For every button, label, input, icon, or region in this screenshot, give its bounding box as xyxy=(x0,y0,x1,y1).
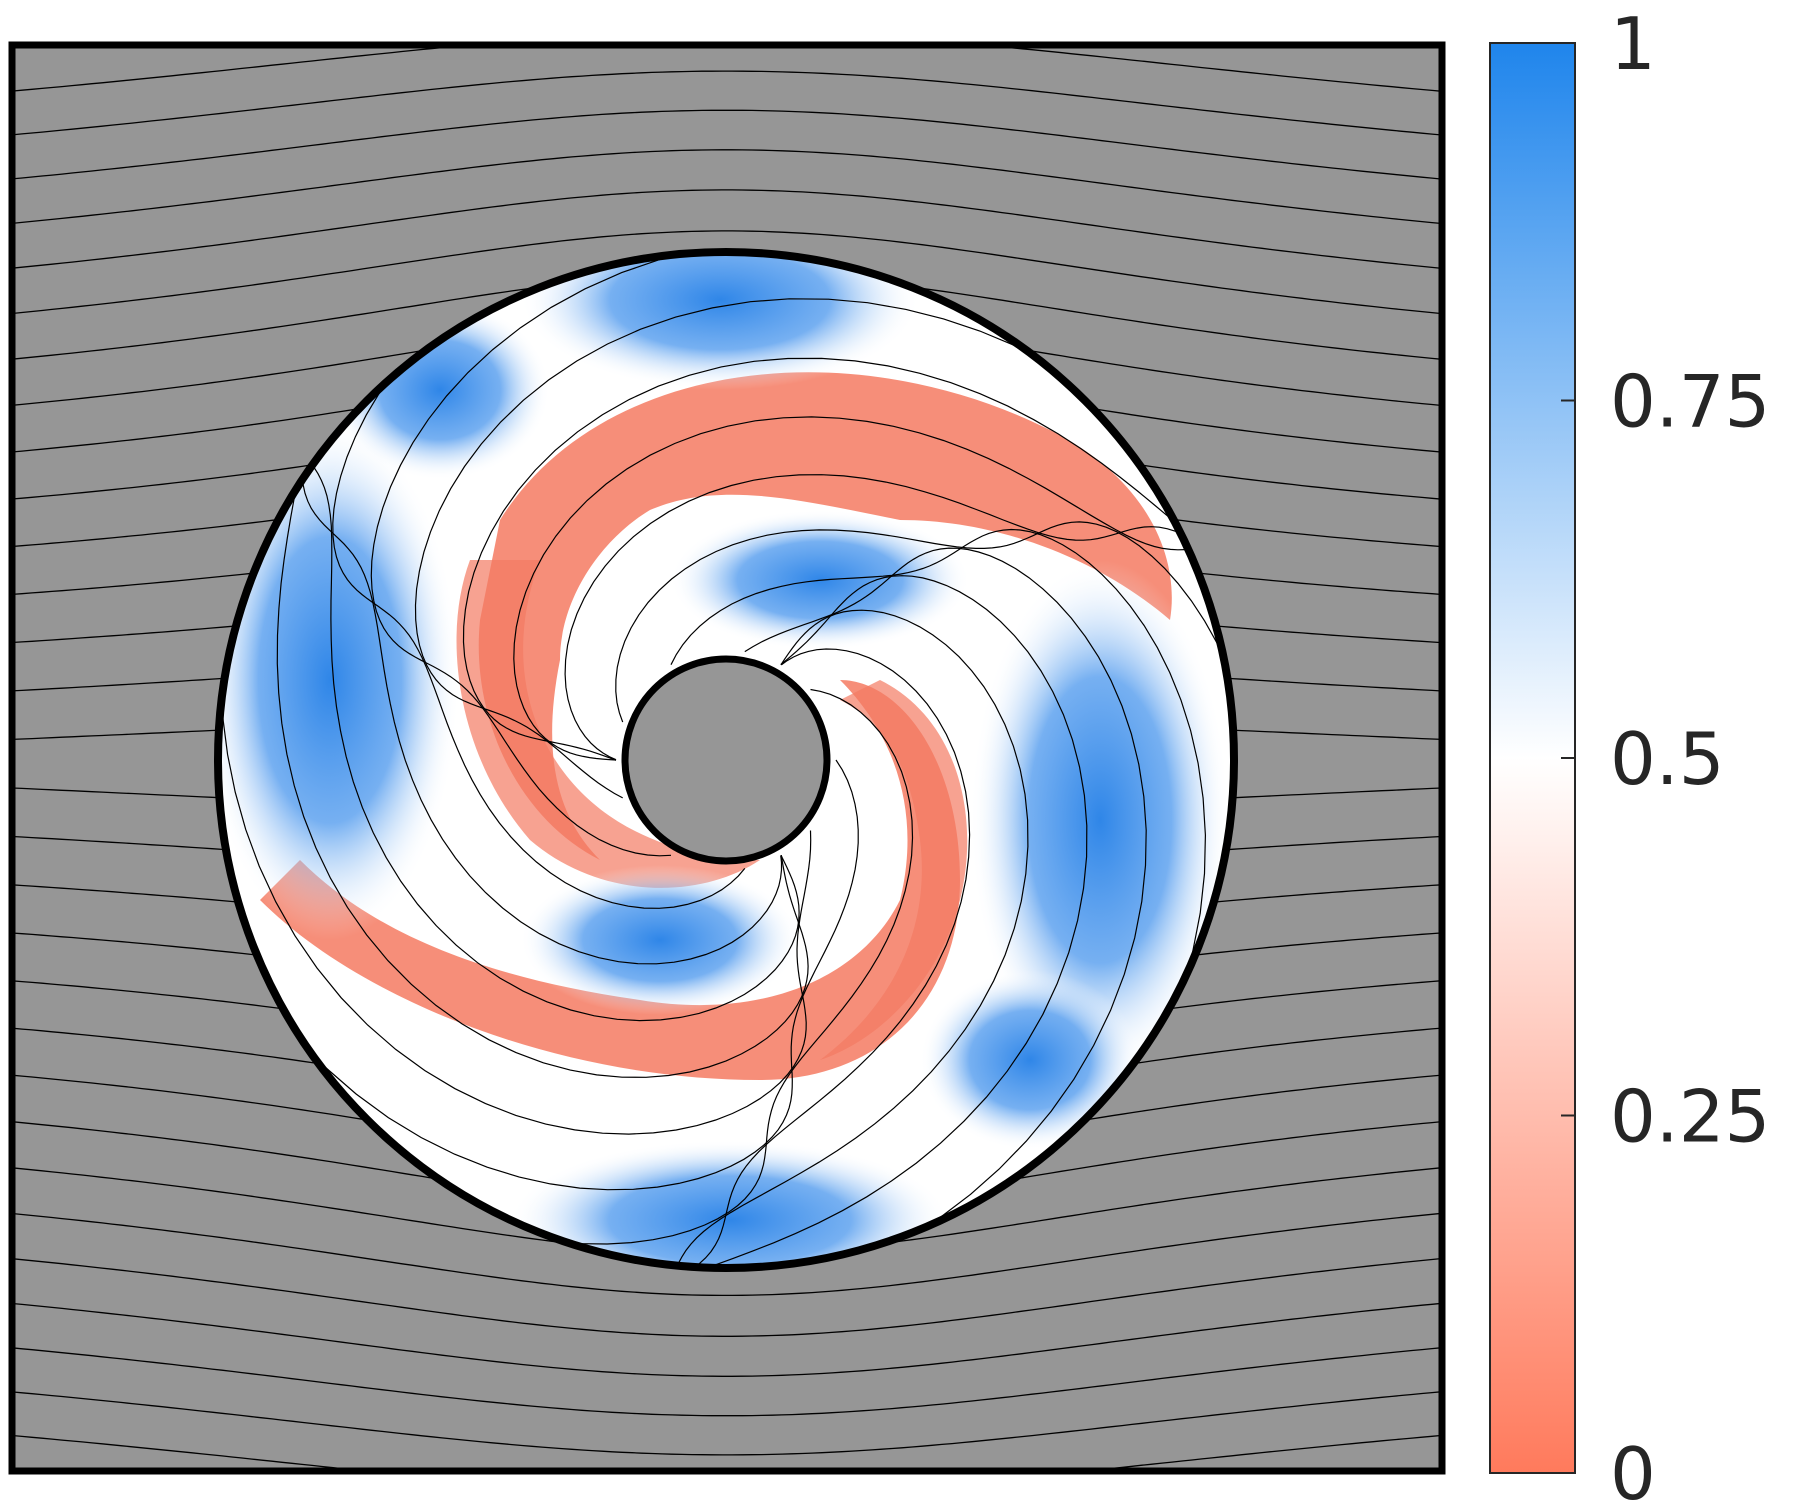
inner-streamline xyxy=(513,416,1186,761)
inner-streamline xyxy=(332,392,746,909)
streamline xyxy=(12,1347,1442,1417)
colorbar-tick-label: 0 xyxy=(1610,1432,1656,1512)
streamline xyxy=(12,45,1442,49)
red-band-left xyxy=(456,560,760,888)
streamline xyxy=(12,1434,1442,1471)
streamline xyxy=(12,1391,1442,1456)
streamline xyxy=(12,0,1442,5)
streamline xyxy=(12,109,1442,180)
plot-frame xyxy=(8,41,1446,1475)
inner-streamline xyxy=(714,575,1088,1266)
red-band-lower xyxy=(260,680,960,1080)
inner-streamlines xyxy=(222,258,1219,1266)
outer-boundary xyxy=(214,248,1238,1272)
colorbar: 1 0.75 0.5 0.25 0 xyxy=(1489,2,1770,1512)
streamline xyxy=(12,189,1442,270)
colorbar-tick-label: 0.25 xyxy=(1610,1075,1770,1159)
inner-streamline xyxy=(222,717,812,1135)
streamline xyxy=(12,1212,1442,1297)
inner-streamline xyxy=(370,258,672,857)
colorbar-gradient xyxy=(1489,42,1576,1474)
inner-streamline xyxy=(313,467,800,1022)
streamline xyxy=(12,1302,1442,1377)
streamline xyxy=(12,1257,1442,1337)
inner-streamline xyxy=(324,759,859,1191)
inner-streamline xyxy=(276,498,809,1078)
inner-streamline xyxy=(678,609,1029,1264)
colorbar-tick-label: 0.5 xyxy=(1610,717,1725,801)
blue-region-center-bottom xyxy=(520,865,800,1015)
inner-streamline xyxy=(670,528,1207,954)
streamline xyxy=(12,149,1442,225)
inner-streamline xyxy=(564,474,1177,761)
colorbar-tick-label: 0.75 xyxy=(1610,360,1770,444)
inner-streamline xyxy=(414,298,1015,799)
inner-streamline xyxy=(462,357,1170,761)
inner-streamline xyxy=(580,688,914,1245)
inner-streamline xyxy=(302,483,783,965)
red-band-upper xyxy=(478,372,1172,860)
inner-streamline xyxy=(744,547,1147,1218)
colorbar-tick-label: 1 xyxy=(1610,2,1656,86)
red-band-right xyxy=(820,680,968,1060)
streamline xyxy=(12,45,1442,92)
colorbar-ticks: 1 0.75 0.5 0.25 0 xyxy=(1561,2,1770,1512)
streamline xyxy=(12,1479,1442,1512)
streamline xyxy=(12,230,1442,315)
streamline xyxy=(12,70,1442,136)
inner-streamline xyxy=(698,648,971,1265)
inner-cylinder xyxy=(621,655,831,865)
blue-region-right xyxy=(970,560,1230,1080)
inner-streamline xyxy=(615,521,1219,723)
